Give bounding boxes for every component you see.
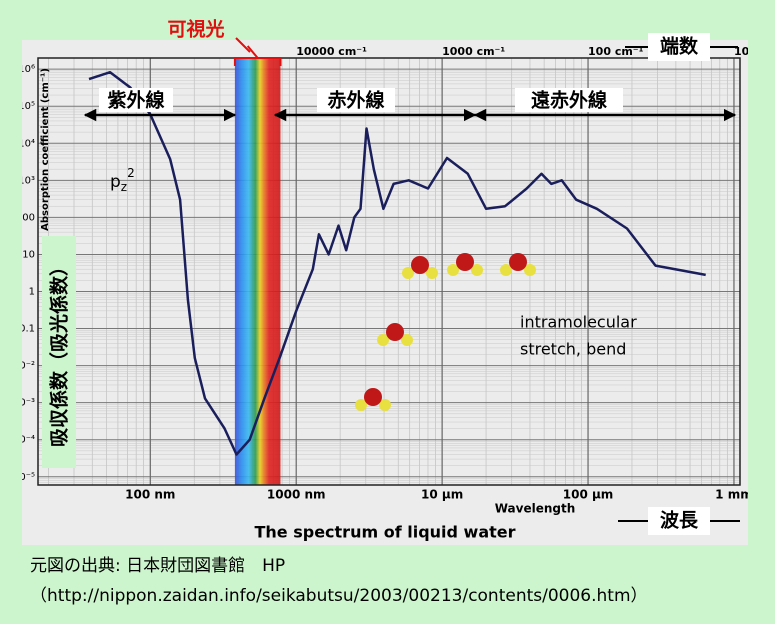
atom-h [379, 399, 391, 411]
y-tick-label: 10⁻⁵ [13, 472, 35, 483]
x2-tick-label: 10000 cm⁻¹ [296, 45, 367, 58]
atom-h [355, 399, 367, 411]
wavelength-label: 波長 [660, 509, 699, 532]
atom-o [456, 253, 474, 271]
x2-tick-label: 10 cm⁻¹ [734, 45, 775, 58]
atom-o [364, 388, 382, 406]
x2-tick-label: 1000 cm⁻¹ [442, 45, 505, 58]
x-tick-label: 10 μm [421, 488, 463, 502]
wavenumber-label: 端数 [660, 35, 699, 58]
orbital-part: 2 [127, 166, 135, 180]
y-tick-label: 10³ [18, 175, 35, 186]
atom-h [500, 264, 512, 276]
y-tick-label: 10⁻⁴ [13, 435, 35, 446]
visible-bracket [233, 45, 282, 66]
label-bg [648, 507, 710, 535]
atom-h [402, 267, 414, 279]
y-tick-label: 1 [29, 286, 35, 297]
y-tick-label: 0.1 [19, 324, 35, 335]
visible-label: 可視光 [167, 18, 224, 41]
atom-h [524, 264, 536, 276]
atom-o [509, 253, 527, 271]
x-tick-label: 100 μm [563, 488, 614, 502]
label-bg [42, 236, 76, 468]
x-tick-label: 100 nm [125, 488, 175, 502]
image-bg [22, 40, 748, 545]
y-tick-label: 10 [22, 249, 35, 260]
label-bg [99, 88, 173, 112]
range-label: 遠赤外線 [531, 89, 607, 112]
range-label: 紫外線 [107, 89, 164, 112]
atom-h [426, 267, 438, 279]
x2-tick-label: 100 cm⁻¹ [588, 45, 644, 58]
label-bg [317, 88, 395, 112]
y-tick-label: 10⁶ [18, 64, 35, 75]
label-bg [648, 33, 710, 61]
atom-o [411, 256, 429, 274]
source-line: （http://nippon.zaidan.info/seikabutsu/20… [30, 586, 648, 606]
atom-h [377, 334, 389, 346]
y-axis-label: Absorption coefficient (cm⁻¹) [40, 68, 51, 231]
orbital-part: z [121, 180, 127, 194]
y-tick-label: 10⁻³ [13, 398, 35, 409]
y-tick-label: 10⁵ [18, 101, 35, 112]
mode-label: intramolecular [520, 313, 637, 332]
visible-pointer [235, 37, 251, 53]
orbital-label: pz2 [110, 166, 135, 194]
plot-frame [37, 57, 741, 486]
y-tick-label: 10⁻² [13, 361, 35, 372]
chart-title: The spectrum of liquid water [254, 523, 515, 542]
atom-h [471, 264, 483, 276]
range-label: 赤外線 [327, 89, 384, 112]
label-bg [515, 88, 623, 112]
atom-h [447, 264, 459, 276]
x-tick-label: 1 mm [715, 488, 753, 502]
y-tick-label: 100 [16, 212, 35, 223]
x-tick-label: 1000 nm [267, 488, 326, 502]
atom-h [401, 334, 413, 346]
mode-label: stretch, bend [520, 340, 626, 359]
source-line: 元図の出典: 日本財団図書館 HP [30, 556, 285, 576]
y-tick-label: 10⁴ [18, 138, 35, 149]
absorption-label: 吸収係数（吸光係数） [48, 257, 71, 447]
spectrum-line [88, 70, 706, 456]
atom-o [386, 323, 404, 341]
orbital-part: p [110, 172, 121, 192]
x-axis-label: Wavelength [495, 502, 576, 516]
